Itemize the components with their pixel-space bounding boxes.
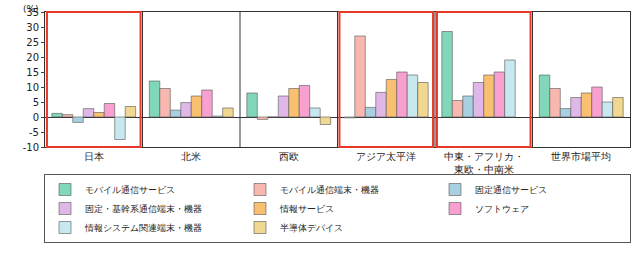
svg-text:ソフトウェア: ソフトウェア bbox=[475, 204, 529, 214]
svg-text:10: 10 bbox=[26, 82, 39, 93]
svg-text:中東・アフリカ・東欧・中南米: 中東・アフリカ・東欧・中南米 bbox=[444, 151, 524, 175]
svg-text:25: 25 bbox=[26, 37, 39, 48]
svg-text:固定通信サービス: 固定通信サービス bbox=[475, 185, 547, 195]
svg-text:半導体デバイス: 半導体デバイス bbox=[280, 223, 343, 233]
svg-text:モバイル通信端末・機器: モバイル通信端末・機器 bbox=[280, 185, 379, 195]
svg-text:30: 30 bbox=[26, 22, 39, 33]
svg-text:北米: 北米 bbox=[181, 151, 201, 162]
svg-text:モバイル通信サービス: モバイル通信サービス bbox=[85, 185, 175, 195]
svg-text:アジア太平洋: アジア太平洋 bbox=[356, 151, 416, 162]
svg-text:世界市場平均: 世界市場平均 bbox=[551, 151, 611, 162]
svg-text:日本: 日本 bbox=[84, 151, 104, 162]
svg-text:-5: -5 bbox=[29, 127, 39, 138]
svg-text:0: 0 bbox=[33, 112, 39, 123]
svg-text:-10: -10 bbox=[23, 142, 39, 153]
svg-text:西欧: 西欧 bbox=[279, 151, 299, 162]
svg-text:5: 5 bbox=[33, 97, 39, 108]
svg-text:情報システム関連端末・機器: 情報システム関連端末・機器 bbox=[84, 223, 202, 233]
svg-text:15: 15 bbox=[26, 67, 39, 78]
svg-text:20: 20 bbox=[26, 52, 39, 63]
svg-text:(%): (%) bbox=[23, 4, 39, 14]
svg-text:固定・基幹系通信端末・機器: 固定・基幹系通信端末・機器 bbox=[85, 204, 202, 214]
svg-text:情報サービス: 情報サービス bbox=[279, 204, 334, 214]
svg-text:35: 35 bbox=[26, 7, 39, 18]
